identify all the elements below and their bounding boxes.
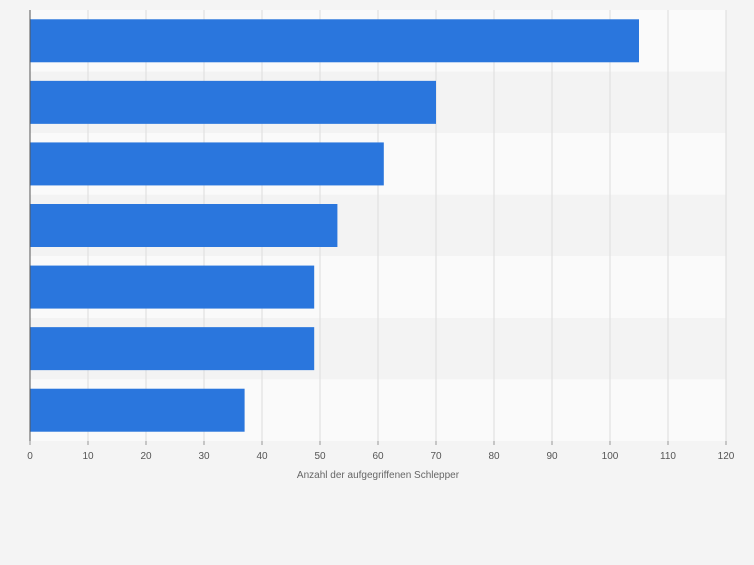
x-tick-label: 20: [140, 451, 152, 462]
x-tick-label: 90: [546, 451, 558, 462]
x-axis-label: Anzahl der aufgegriffenen Schlepper: [297, 470, 460, 481]
bar: [30, 388, 245, 432]
x-tick-label: 110: [660, 451, 676, 462]
x-tick-label: 70: [430, 451, 442, 462]
bar: [30, 265, 315, 309]
bar: [30, 327, 315, 371]
x-tick-label: 10: [82, 451, 94, 462]
x-tick-label: 80: [488, 451, 500, 462]
x-tick-label: 120: [718, 451, 735, 462]
bar: [30, 142, 384, 186]
x-axis-ticks: 0 10 20 30 40 50 60 70 80 90 100 110 120: [27, 441, 735, 462]
bar: [30, 19, 639, 63]
x-tick-label: 100: [602, 451, 619, 462]
bars: [30, 19, 639, 432]
x-tick-label: 30: [198, 451, 210, 462]
bar: [30, 204, 338, 247]
x-tick-label: 0: [27, 451, 33, 462]
x-tick-label: 50: [314, 451, 326, 462]
x-tick-label: 40: [256, 451, 268, 462]
bar: [30, 80, 436, 124]
x-tick-label: 60: [372, 451, 384, 462]
